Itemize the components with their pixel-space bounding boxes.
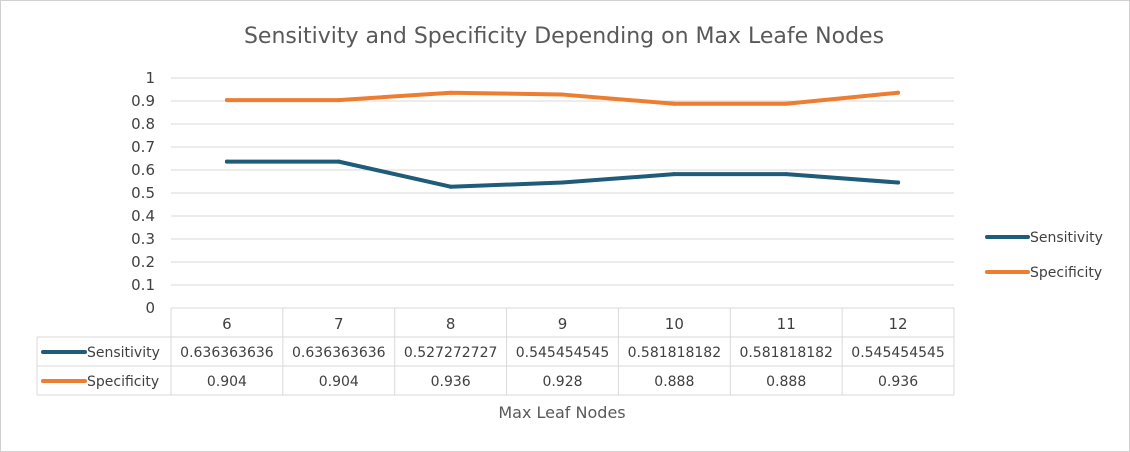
- chart-title: Sensitivity and Specificity Depending on…: [244, 24, 884, 49]
- data-point-sensitivity: [224, 159, 229, 164]
- data-point-sensitivity: [784, 172, 789, 177]
- table-cell: 0.888: [654, 374, 694, 390]
- data-point-specificity: [336, 98, 341, 103]
- table-cell: 0.636363636: [180, 345, 274, 361]
- data-point-specificity: [448, 90, 453, 95]
- table-series-name: Sensitivity: [87, 345, 160, 361]
- y-tick-label: 0.3: [131, 230, 155, 248]
- table-cell: 0.545454545: [516, 345, 610, 361]
- y-tick-label: 0.1: [131, 276, 155, 294]
- x-tick-label: 11: [777, 315, 796, 333]
- table-cell: 0.936: [878, 374, 918, 390]
- x-tick-label: 9: [558, 315, 568, 333]
- grid-lines: [171, 77, 954, 309]
- x-tick-label: 12: [889, 315, 908, 333]
- table-cell: 0.904: [207, 374, 247, 390]
- x-tick-label: 10: [665, 315, 684, 333]
- data-point-specificity: [784, 101, 789, 106]
- y-axis-ticks: 0 0.1 0.2 0.3 0.4 0.5 0.6 0.7 0.8 0.9 1: [131, 69, 155, 317]
- y-tick-label: 0.7: [131, 138, 155, 156]
- table-cell: 0.636363636: [292, 345, 386, 361]
- table-cell: 0.936: [431, 374, 471, 390]
- y-tick-label: 0.5: [131, 184, 155, 202]
- table-cell: 0.545454545: [851, 345, 945, 361]
- x-axis-title: Max Leaf Nodes: [498, 403, 625, 422]
- table-cell: 0.527272727: [404, 345, 498, 361]
- x-tick-label: 8: [446, 315, 456, 333]
- data-point-specificity: [560, 92, 565, 97]
- y-tick-label: 0.8: [131, 115, 155, 133]
- legend-label: Specificity: [1030, 265, 1102, 281]
- y-tick-label: 0.6: [131, 161, 155, 179]
- y-tick-label: 1: [145, 69, 155, 87]
- table-cell: 0.888: [766, 374, 806, 390]
- y-tick-label: 0: [145, 299, 155, 317]
- y-tick-label: 0.9: [131, 92, 155, 110]
- data-point-specificity: [896, 90, 901, 95]
- data-point-sensitivity: [896, 180, 901, 185]
- table-cell: 0.928: [542, 374, 582, 390]
- legend: Sensitivity Specificity: [985, 230, 1103, 281]
- data-point-sensitivity: [560, 180, 565, 185]
- data-point-sensitivity: [672, 172, 677, 177]
- x-tick-label: 6: [222, 315, 232, 333]
- legend-label: Sensitivity: [1030, 230, 1103, 246]
- x-tick-label: 7: [334, 315, 344, 333]
- series-lines: [224, 90, 901, 189]
- data-point-sensitivity: [336, 159, 341, 164]
- table-cell: 0.581818182: [739, 345, 833, 361]
- y-tick-label: 0.2: [131, 253, 155, 271]
- table-cell: 0.581818182: [628, 345, 722, 361]
- data-point-sensitivity: [448, 184, 453, 189]
- data-table: 6 7 8 9 10 11 12 Sensitivity 0.636363636 0.636363…: [36, 308, 955, 396]
- table-series-name: Specificity: [87, 374, 159, 390]
- data-point-specificity: [672, 101, 677, 106]
- y-tick-label: 0.4: [131, 207, 155, 225]
- data-point-specificity: [224, 98, 229, 103]
- table-cell: 0.904: [319, 374, 359, 390]
